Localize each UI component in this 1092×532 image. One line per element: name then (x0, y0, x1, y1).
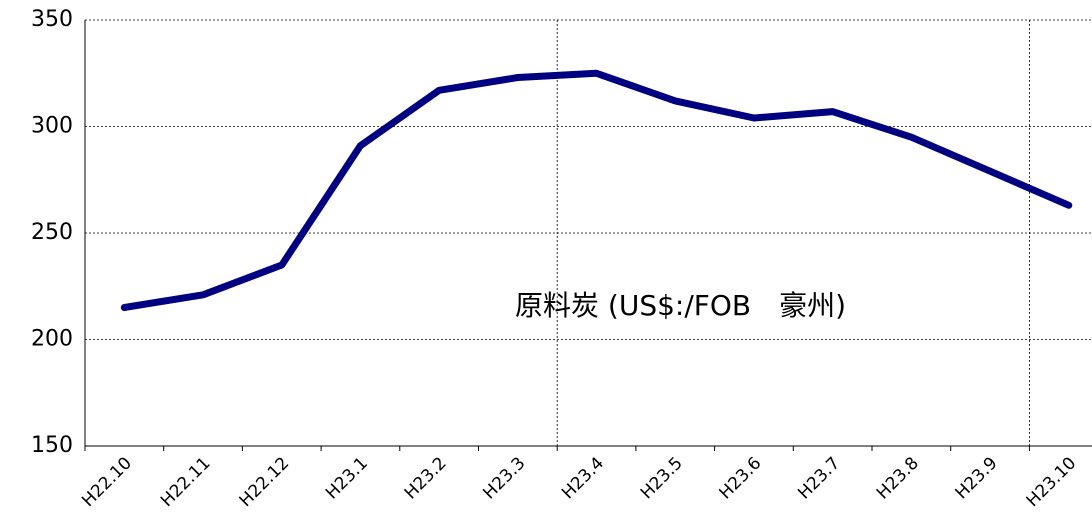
x-tick-label: H23.4 (558, 453, 608, 503)
x-tick-label: H23.9 (952, 453, 1002, 503)
x-tick-label: H22.11 (157, 453, 215, 511)
y-tick-label: 350 (31, 7, 73, 32)
x-tick-label: H23.2 (401, 453, 451, 503)
x-tick-label: H23.1 (322, 453, 372, 503)
x-tick-label: H22.12 (236, 453, 294, 511)
annotation: 原料炭 (US$:/FOB 豪州) (515, 289, 846, 322)
x-tick-label: H22.10 (78, 453, 136, 511)
x-tick-label: H23.5 (637, 453, 687, 503)
line (120, 69, 1073, 311)
y-tick-label: 150 (31, 433, 73, 458)
x-tick-label: H23.8 (873, 453, 923, 503)
x-tick-label: H23.3 (479, 453, 529, 503)
y-tick-label: 300 (31, 114, 73, 139)
y-tick-label: 250 (31, 220, 73, 245)
y-tick-label: 200 (31, 327, 73, 352)
x-tick-label: H23.6 (716, 453, 766, 503)
x-tick-label: H23.10 (1023, 453, 1081, 511)
x-tick-label: H23.7 (794, 453, 844, 503)
